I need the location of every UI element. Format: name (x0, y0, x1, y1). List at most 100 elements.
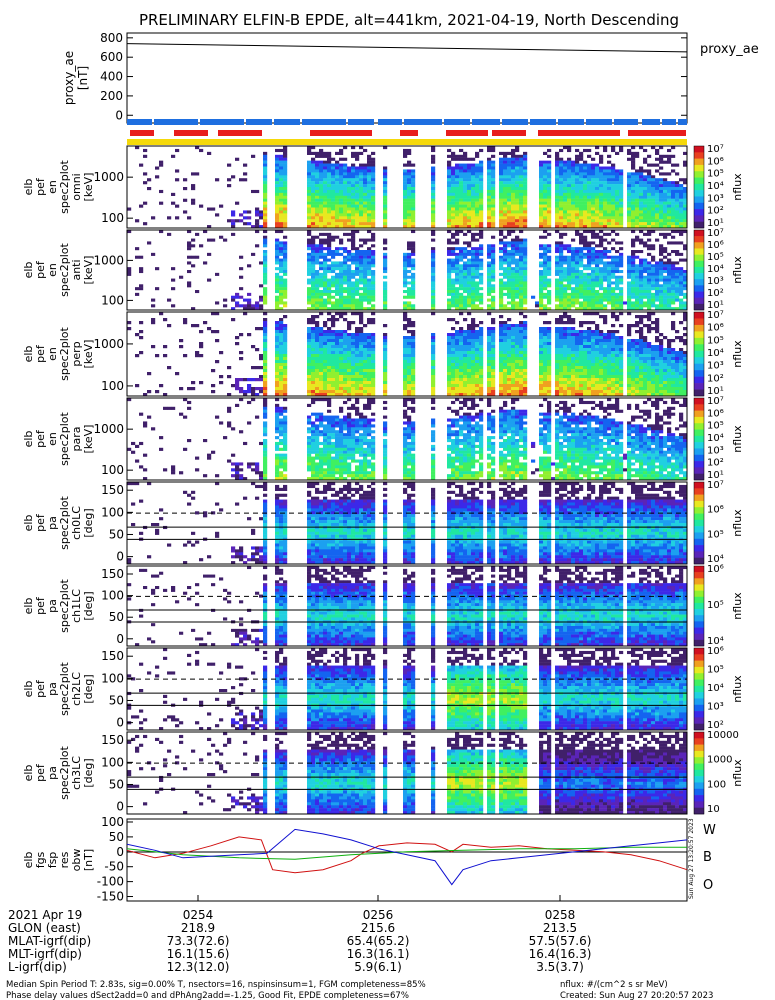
spectrogram-cell (451, 154, 456, 158)
spectrogram-cell (599, 216, 604, 220)
spectrogram-cell (515, 198, 520, 202)
spectrogram-cell (487, 363, 492, 367)
spectrogram-cell (591, 290, 596, 294)
spectrogram-cell (679, 241, 684, 245)
spectrogram-cell (343, 372, 348, 376)
spectrogram-cell (667, 222, 672, 226)
spectrogram-cell (655, 213, 660, 217)
spectrogram-cell (347, 298, 352, 302)
spectrogram-cell (571, 207, 576, 211)
spectrogram-cell (279, 244, 284, 248)
spectrogram-cell (411, 184, 416, 188)
spectrogram-cell (595, 184, 600, 188)
spectrogram-cell (335, 298, 340, 302)
spectrogram-cell (487, 166, 492, 170)
spectrogram-cell (383, 301, 388, 305)
spectrogram-cell (599, 204, 604, 208)
spectrogram-cell (487, 345, 492, 349)
spectrogram-cell (499, 345, 504, 349)
spectrogram-cell (611, 281, 616, 285)
spectrogram-cell (567, 287, 572, 291)
spectrogram-cell (667, 258, 672, 262)
spectrogram-cell (511, 204, 516, 208)
spectrogram-cell (563, 198, 568, 202)
spectrogram-cell (355, 181, 360, 185)
colorbar-step (694, 209, 704, 216)
spectrogram-cell (315, 178, 320, 182)
spectrogram-cell (475, 222, 480, 226)
spectrogram-cell (603, 204, 608, 208)
spectrogram-cell (499, 333, 504, 337)
spectrogram-cell (263, 169, 268, 173)
spectrogram-cell (611, 169, 616, 173)
spectrogram-cell (619, 219, 624, 223)
spectrogram-cell (407, 372, 412, 376)
spectrogram-cell (671, 195, 676, 199)
spectrogram-cell (475, 247, 480, 251)
spectrogram-cell (363, 225, 368, 229)
spectrogram-cell (311, 345, 316, 349)
spectrogram-cell (511, 369, 516, 373)
spectrogram-cell (351, 298, 356, 302)
spectrogram-cell (647, 244, 652, 248)
spectrogram-cell (311, 369, 316, 373)
spectrogram-cell (559, 166, 564, 170)
spectrogram-cell (467, 181, 472, 185)
spectrogram-cell (663, 232, 668, 236)
spectrogram-cell (355, 390, 360, 394)
spectrogram-cell (487, 160, 492, 164)
spectrogram-cell (463, 360, 468, 364)
spectrogram-cell (643, 278, 648, 282)
spectrogram-cell (407, 384, 412, 388)
spectrogram-cell (603, 216, 608, 220)
colorbar-frame (693, 229, 705, 311)
spectrogram-cell (447, 287, 452, 291)
spectrogram-cell (183, 354, 188, 358)
spectrogram-cell (611, 267, 616, 271)
spectrogram-cell (587, 244, 592, 248)
spectrogram-cell (463, 295, 468, 299)
spectrogram-cell (139, 270, 144, 274)
spectrogram-cell (403, 384, 408, 388)
spectrogram-cell (667, 210, 672, 214)
spectrogram-cell (447, 198, 452, 202)
spectrogram-cell (559, 258, 564, 262)
spectrogram-cell (359, 189, 364, 194)
spectrogram-cell (263, 357, 268, 361)
spectrogram-cell (571, 272, 576, 276)
spectrogram-cell (275, 198, 280, 202)
spectrogram-cell (319, 169, 324, 173)
spectrogram-cell (207, 151, 212, 155)
spectrogram-cell (619, 241, 624, 245)
spectrogram-cell (311, 342, 316, 346)
spectrogram-cell (191, 201, 196, 205)
spectrogram-cell (547, 290, 552, 294)
spectrogram-cell (187, 261, 192, 265)
spectrogram-cell (363, 213, 368, 217)
spectrogram-cell (451, 327, 456, 331)
spectrogram-cell (363, 366, 368, 370)
spectrogram-cell (619, 281, 624, 285)
spectrogram-cell (539, 287, 544, 291)
spectrogram-cell (579, 241, 584, 245)
spectrogram-cell (611, 225, 616, 229)
spectrogram-cell (539, 169, 544, 173)
spectrogram-cell (359, 336, 364, 340)
spectrogram-cell (463, 298, 468, 302)
spectrogram-cell (339, 267, 344, 271)
spectrogram-cell (311, 241, 316, 245)
spectrogram-cell (339, 351, 344, 355)
spectrogram-cell (451, 252, 456, 256)
spectrogram-cell (447, 381, 452, 385)
spectrogram-cell (371, 216, 376, 220)
spectrogram-cell (323, 339, 328, 343)
spectrogram-cell (655, 281, 660, 285)
spectrogram-cell (447, 275, 452, 279)
spectrogram-cell (459, 307, 464, 311)
spectrogram-cell (543, 281, 548, 285)
spectrogram-cell (343, 295, 348, 299)
spectrogram-cell (487, 163, 492, 167)
spectrogram-cell (339, 366, 344, 370)
spectrogram-cell (479, 178, 484, 182)
spectrogram-cell (515, 192, 520, 196)
